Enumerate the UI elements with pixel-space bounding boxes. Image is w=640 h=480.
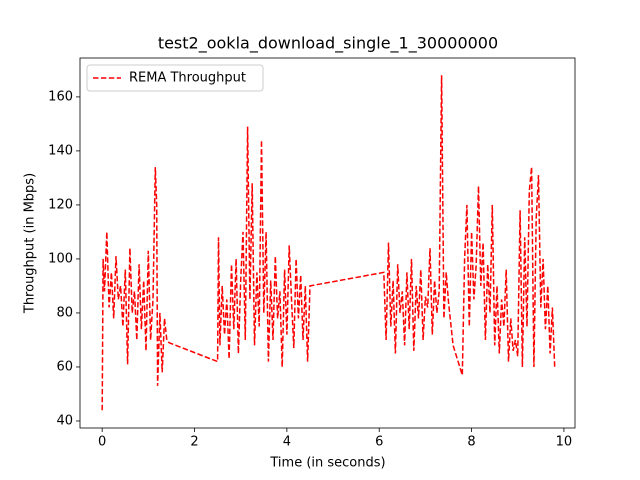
x-tick-label: 0 xyxy=(98,435,106,450)
y-tick-label: 80 xyxy=(56,305,73,320)
y-tick-label: 160 xyxy=(48,89,73,104)
x-tick-label: 10 xyxy=(556,435,573,450)
y-tick-label: 60 xyxy=(56,359,73,374)
x-tick-label: 2 xyxy=(190,435,198,450)
y-tick-label: 120 xyxy=(48,197,73,212)
x-tick-label: 4 xyxy=(283,435,291,450)
chart-title: test2_ookla_download_single_1_30000000 xyxy=(158,34,498,54)
data-line xyxy=(101,75,556,411)
y-tick-label: 40 xyxy=(56,413,73,428)
plot-frame xyxy=(79,57,576,429)
y-axis-label: Throughput (in Mbps) xyxy=(23,173,38,314)
x-axis-label: Time (in seconds) xyxy=(269,456,385,471)
y-tick-label: 140 xyxy=(48,143,73,158)
legend-label: REMA Throughput xyxy=(129,71,246,86)
y-tick-label: 100 xyxy=(48,251,73,266)
legend-box xyxy=(86,64,264,92)
x-tick-label: 8 xyxy=(467,435,475,450)
x-tick-label: 6 xyxy=(375,435,383,450)
